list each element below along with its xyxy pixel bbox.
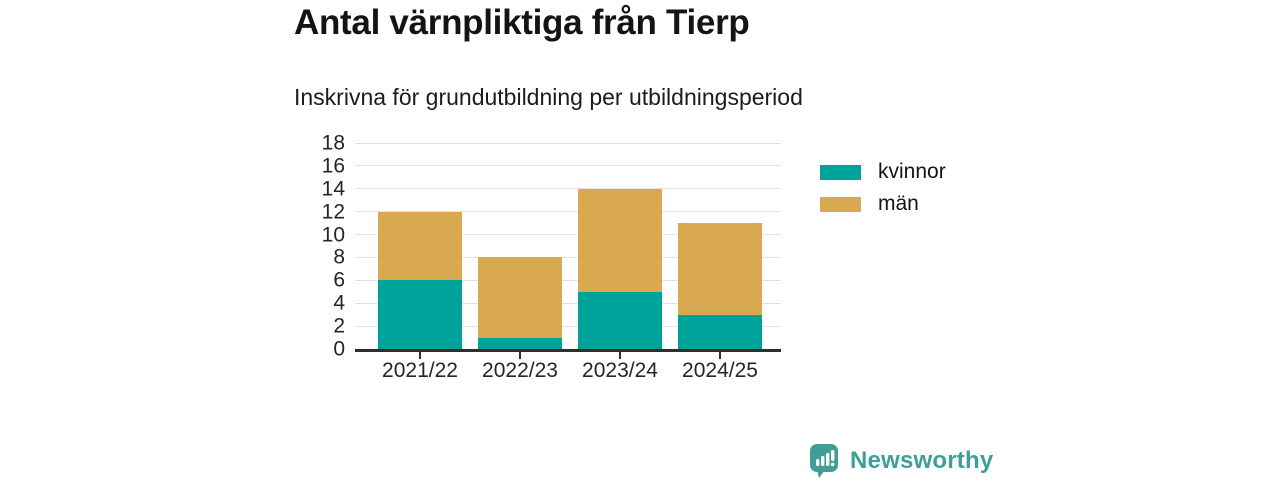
y-tick-label: 0 [333, 337, 345, 361]
x-tick-label: 2024/25 [682, 359, 758, 382]
gridline [355, 188, 781, 190]
x-axis-tick [519, 352, 521, 359]
legend-label: kvinnor [878, 160, 946, 183]
bar-segment-män [378, 211, 462, 281]
legend: kvinnor män [820, 160, 946, 216]
legend-swatch-kvinnor [820, 164, 861, 180]
newsworthy-logo-icon [810, 444, 838, 478]
gridline [355, 279, 781, 281]
brand: Newsworthy [810, 444, 993, 478]
x-tick-label: 2022/23 [482, 359, 558, 382]
y-tick-label: 6 [333, 268, 345, 292]
bar-segment-kvinnor [378, 280, 462, 349]
y-tick-label: 16 [321, 154, 345, 178]
bar-segment-kvinnor [478, 337, 562, 349]
gridline [355, 256, 781, 258]
x-tick-label: 2021/22 [382, 359, 458, 382]
y-tick-label: 2 [333, 314, 345, 338]
bar-segment-kvinnor [678, 314, 762, 349]
x-axis-tick [719, 352, 721, 359]
x-axis-labels: 2021/22 2022/23 2023/24 2024/25 [355, 358, 781, 388]
y-tick-label: 8 [333, 245, 345, 269]
gridline [355, 325, 781, 327]
gridline [355, 142, 781, 144]
y-tick-label: 14 [321, 177, 345, 201]
bar-segment-kvinnor [578, 291, 662, 349]
gridline [355, 165, 781, 167]
legend-item-män: män [820, 192, 946, 216]
legend-label: män [878, 192, 919, 215]
legend-swatch-män [820, 196, 861, 212]
x-axis-tick [419, 352, 421, 359]
x-tick-label: 2023/24 [582, 359, 658, 382]
bar-segment-män [478, 257, 562, 338]
bar-segment-män [578, 188, 662, 292]
y-tick-label: 18 [321, 131, 345, 155]
y-tick-label: 12 [321, 200, 345, 224]
gridline [355, 211, 781, 213]
y-tick-label: 10 [321, 223, 345, 247]
chart-subtitle: Inskrivna för grundutbildning per utbild… [294, 84, 803, 110]
chart-title: Antal värnpliktiga från Tierp [294, 3, 750, 42]
gridline [355, 234, 781, 236]
y-tick-label: 4 [333, 291, 345, 315]
y-axis-labels: 0 2 4 6 8 10 12 14 16 18 [298, 133, 345, 360]
plot-area [355, 142, 781, 359]
gridline [355, 302, 781, 304]
bar-segment-män [678, 223, 762, 315]
x-axis-tick [619, 352, 621, 359]
brand-name: Newsworthy [850, 447, 994, 474]
legend-item-kvinnor: kvinnor [820, 160, 946, 184]
